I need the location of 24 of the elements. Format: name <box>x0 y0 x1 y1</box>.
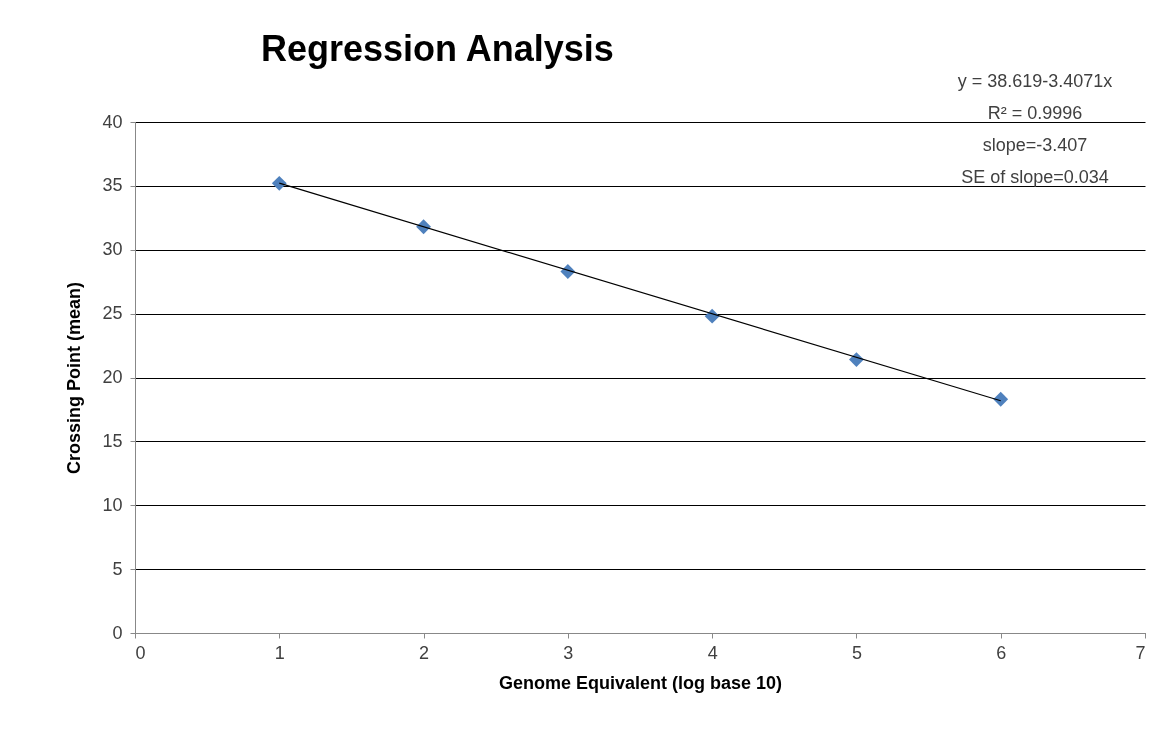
y-tick-label: 35 <box>102 175 123 196</box>
y-tick-label: 15 <box>102 430 123 451</box>
y-tick-label: 20 <box>102 367 123 387</box>
annotation: SE of slope=0.034 <box>961 167 1109 187</box>
x-tick-label: 0 <box>135 642 146 663</box>
text: y = 38.619-3.4071x <box>957 71 1113 91</box>
x-tick-label: 4 <box>707 642 718 663</box>
x-tick-label: 2 <box>419 642 430 663</box>
x-axis-title: Genome Equivalent (log base 10) <box>498 672 783 693</box>
y-tick-label: 10 <box>102 494 123 515</box>
y-tick-label: 0 <box>112 622 123 643</box>
x-tick-label: 5 <box>851 642 862 663</box>
y-tick-label: 5 <box>112 558 123 579</box>
y-axis-title: Crossing Point (mean) <box>64 281 85 475</box>
y-tick-label: 25 <box>102 303 123 324</box>
x-tick-label: 1 <box>274 642 285 663</box>
annotation: slope=-3.407 <box>982 135 1088 155</box>
y-tick-label: 40 <box>102 111 123 132</box>
annotation: R² = 0.9996 <box>987 103 1083 123</box>
x-tick-label: 3 <box>563 642 574 663</box>
chart-title: Regression Analysis <box>260 28 614 69</box>
y-tick-label: 30 <box>102 239 123 260</box>
x-tick-label: 6 <box>996 642 1007 663</box>
x-tick-label: 7 <box>1135 642 1146 663</box>
